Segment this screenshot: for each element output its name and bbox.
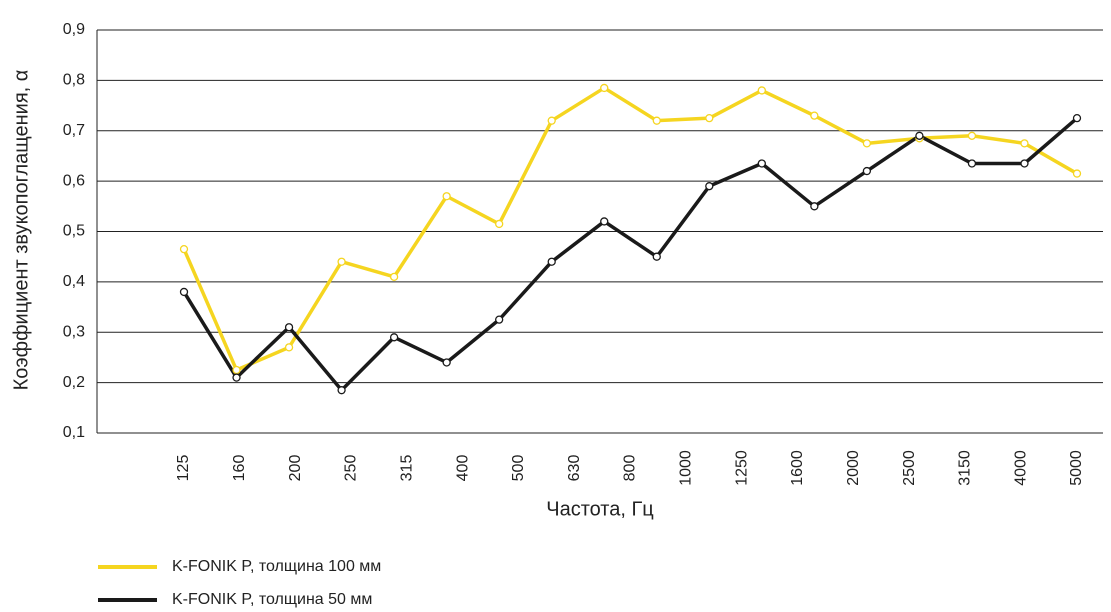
data-point [600, 83, 609, 93]
data-point [547, 116, 556, 125]
data-point [337, 386, 346, 395]
data-point [705, 114, 714, 123]
x-tick-label: 1250 [733, 450, 750, 486]
data-point [810, 202, 819, 211]
data-point [757, 159, 766, 168]
x-tick-label: 500 [510, 455, 527, 482]
legend-label: K-FONIK P, толщина 50 мм [172, 591, 372, 608]
data-point [179, 287, 189, 297]
x-tick-label: 800 [622, 455, 639, 482]
data-point [1020, 139, 1029, 148]
y-tick-label: 0,2 [63, 374, 85, 391]
x-tick-label: 1600 [789, 450, 806, 486]
legend-label: K-FONIK P, толщина 100 мм [172, 558, 381, 575]
y-tick-label: 0,7 [63, 122, 85, 139]
data-point [547, 257, 556, 266]
series-line [182, 86, 1078, 372]
data-point [179, 244, 189, 254]
data-point [915, 131, 924, 140]
x-axis-title: Частота, Гц [546, 498, 654, 520]
data-point [1072, 114, 1082, 123]
data-point [495, 219, 504, 229]
x-tick-label: 125 [175, 455, 192, 482]
y-tick-label: 0,6 [63, 172, 85, 189]
data-point [705, 182, 714, 191]
y-tick-label: 0,5 [63, 223, 85, 240]
data-point [967, 131, 977, 140]
y-tick-label: 0,1 [63, 424, 85, 441]
data-point [1020, 159, 1029, 168]
y-tick-label: 0,9 [63, 21, 85, 38]
x-tick-label: 3150 [957, 450, 974, 486]
data-point [810, 111, 819, 120]
data-point [389, 333, 399, 342]
data-point [232, 365, 241, 375]
data-point [652, 252, 661, 261]
data-point [442, 192, 451, 201]
x-tick-label: 2000 [845, 450, 862, 486]
data-point [862, 166, 872, 176]
data-point [600, 217, 609, 226]
y-axis-title: Коэффициент звукопоглащения, α [10, 70, 32, 391]
x-tick-label: 400 [454, 455, 471, 482]
data-point [389, 272, 399, 281]
data-point [757, 86, 766, 95]
data-point [232, 373, 241, 382]
x-tick-label: 2500 [901, 450, 918, 486]
x-tick-label: 1000 [678, 450, 695, 486]
y-tick-label: 0,3 [63, 323, 85, 340]
data-point [967, 159, 977, 168]
x-tick-label: 630 [566, 455, 583, 482]
y-tick-label: 0,4 [63, 273, 85, 290]
x-tick-label: 250 [343, 455, 360, 482]
x-tick-label: 160 [231, 455, 248, 482]
data-point [284, 323, 294, 332]
data-point [495, 315, 504, 324]
x-tick-label: 200 [287, 455, 304, 482]
series-line [182, 116, 1079, 392]
data-point [652, 116, 661, 125]
data-point [337, 257, 346, 266]
x-tick-label: 4000 [1012, 450, 1029, 486]
x-tick-label: 315 [398, 455, 415, 482]
y-tick-label: 0,8 [63, 72, 85, 89]
data-point [284, 343, 294, 352]
data-point [442, 358, 451, 367]
data-point [1072, 169, 1082, 178]
data-point [862, 139, 872, 148]
x-tick-label: 5000 [1068, 450, 1085, 486]
